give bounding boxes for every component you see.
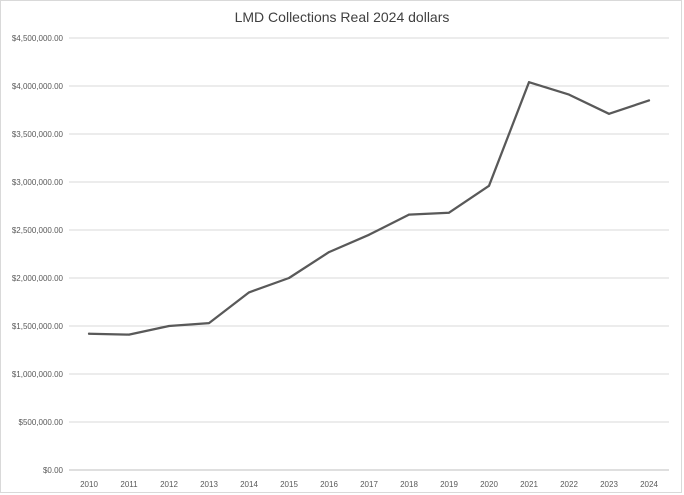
y-tick-label: $0.00 xyxy=(43,466,64,475)
y-axis-ticks: $0.00 $500,000.00 $1,000,000.00 $1,500,000.… xyxy=(12,34,64,475)
x-tick-label: 2019 xyxy=(440,480,458,489)
data-point xyxy=(328,251,330,254)
x-tick-label: 2020 xyxy=(480,480,498,489)
x-tick-label: 2023 xyxy=(600,480,618,489)
data-point xyxy=(648,99,650,102)
data-point xyxy=(88,332,90,335)
x-tick-label: 2011 xyxy=(120,480,138,489)
data-point xyxy=(528,81,530,84)
y-tick-label: $3,500,000.00 xyxy=(12,130,64,139)
y-tick-label: $4,500,000.00 xyxy=(12,34,64,43)
x-tick-label: 2012 xyxy=(160,480,178,489)
x-tick-label: 2018 xyxy=(400,480,418,489)
y-tick-label: $1,500,000.00 xyxy=(12,322,64,331)
data-point xyxy=(488,184,490,187)
y-tick-label: $3,000,000.00 xyxy=(12,178,64,187)
y-tick-label: $500,000.00 xyxy=(19,418,64,427)
data-point xyxy=(208,322,210,325)
x-tick-label: 2013 xyxy=(200,480,218,489)
x-tick-label: 2015 xyxy=(280,480,298,489)
data-point xyxy=(368,233,370,236)
data-point xyxy=(248,291,250,294)
x-tick-label: 2017 xyxy=(360,480,378,489)
chart-title: LMD Collections Real 2024 dollars xyxy=(235,9,450,25)
y-tick-label: $2,000,000.00 xyxy=(12,274,64,283)
x-tick-label: 2024 xyxy=(640,480,658,489)
series-line xyxy=(87,81,651,336)
x-tick-label: 2016 xyxy=(320,480,338,489)
data-point xyxy=(408,213,410,216)
y-tick-label: $1,000,000.00 xyxy=(12,370,64,379)
x-tick-label: 2022 xyxy=(560,480,578,489)
series-line-group xyxy=(87,81,651,336)
data-point xyxy=(568,93,570,96)
x-tick-label: 2021 xyxy=(520,480,538,489)
data-point xyxy=(168,325,170,327)
gridlines xyxy=(69,37,669,471)
data-point xyxy=(288,277,290,279)
x-axis-ticks: 2010 2011 2012 2013 2014 2015 2016 2017 2018 2019… xyxy=(80,480,658,489)
x-tick-label: 2014 xyxy=(240,480,258,489)
data-point xyxy=(128,333,130,336)
y-tick-label: $2,500,000.00 xyxy=(12,226,64,235)
x-tick-label: 2010 xyxy=(80,480,98,489)
data-point xyxy=(448,211,450,214)
y-tick-label: $4,000,000.00 xyxy=(12,82,64,91)
data-point xyxy=(608,112,610,115)
